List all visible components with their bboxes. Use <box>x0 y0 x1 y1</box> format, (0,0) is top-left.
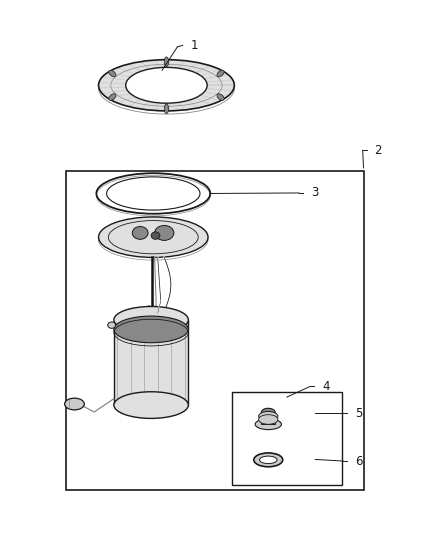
Ellipse shape <box>99 217 208 257</box>
Ellipse shape <box>114 316 188 343</box>
Text: 1: 1 <box>191 39 198 52</box>
Ellipse shape <box>108 221 198 254</box>
Ellipse shape <box>109 70 116 77</box>
Ellipse shape <box>64 398 84 410</box>
Ellipse shape <box>254 453 283 467</box>
Bar <box>261 413 275 424</box>
Bar <box>232 392 342 485</box>
Text: 3: 3 <box>311 187 318 199</box>
Ellipse shape <box>217 94 224 100</box>
Ellipse shape <box>114 392 188 418</box>
Ellipse shape <box>99 60 234 111</box>
Text: 2: 2 <box>374 144 382 157</box>
Ellipse shape <box>261 408 275 417</box>
Text: 5: 5 <box>355 407 362 419</box>
Ellipse shape <box>155 225 174 240</box>
Ellipse shape <box>258 411 278 421</box>
Ellipse shape <box>132 227 148 239</box>
Text: 6: 6 <box>355 455 362 467</box>
Ellipse shape <box>164 104 169 114</box>
Ellipse shape <box>258 415 278 424</box>
Ellipse shape <box>259 456 277 464</box>
Text: 4: 4 <box>322 380 329 393</box>
Ellipse shape <box>217 70 224 77</box>
Ellipse shape <box>114 306 188 333</box>
Bar <box>66 171 364 490</box>
Ellipse shape <box>255 419 281 430</box>
Ellipse shape <box>164 57 169 67</box>
Ellipse shape <box>108 322 116 328</box>
Bar <box>114 320 188 405</box>
Ellipse shape <box>109 94 116 100</box>
Ellipse shape <box>151 232 160 239</box>
Ellipse shape <box>126 67 207 103</box>
